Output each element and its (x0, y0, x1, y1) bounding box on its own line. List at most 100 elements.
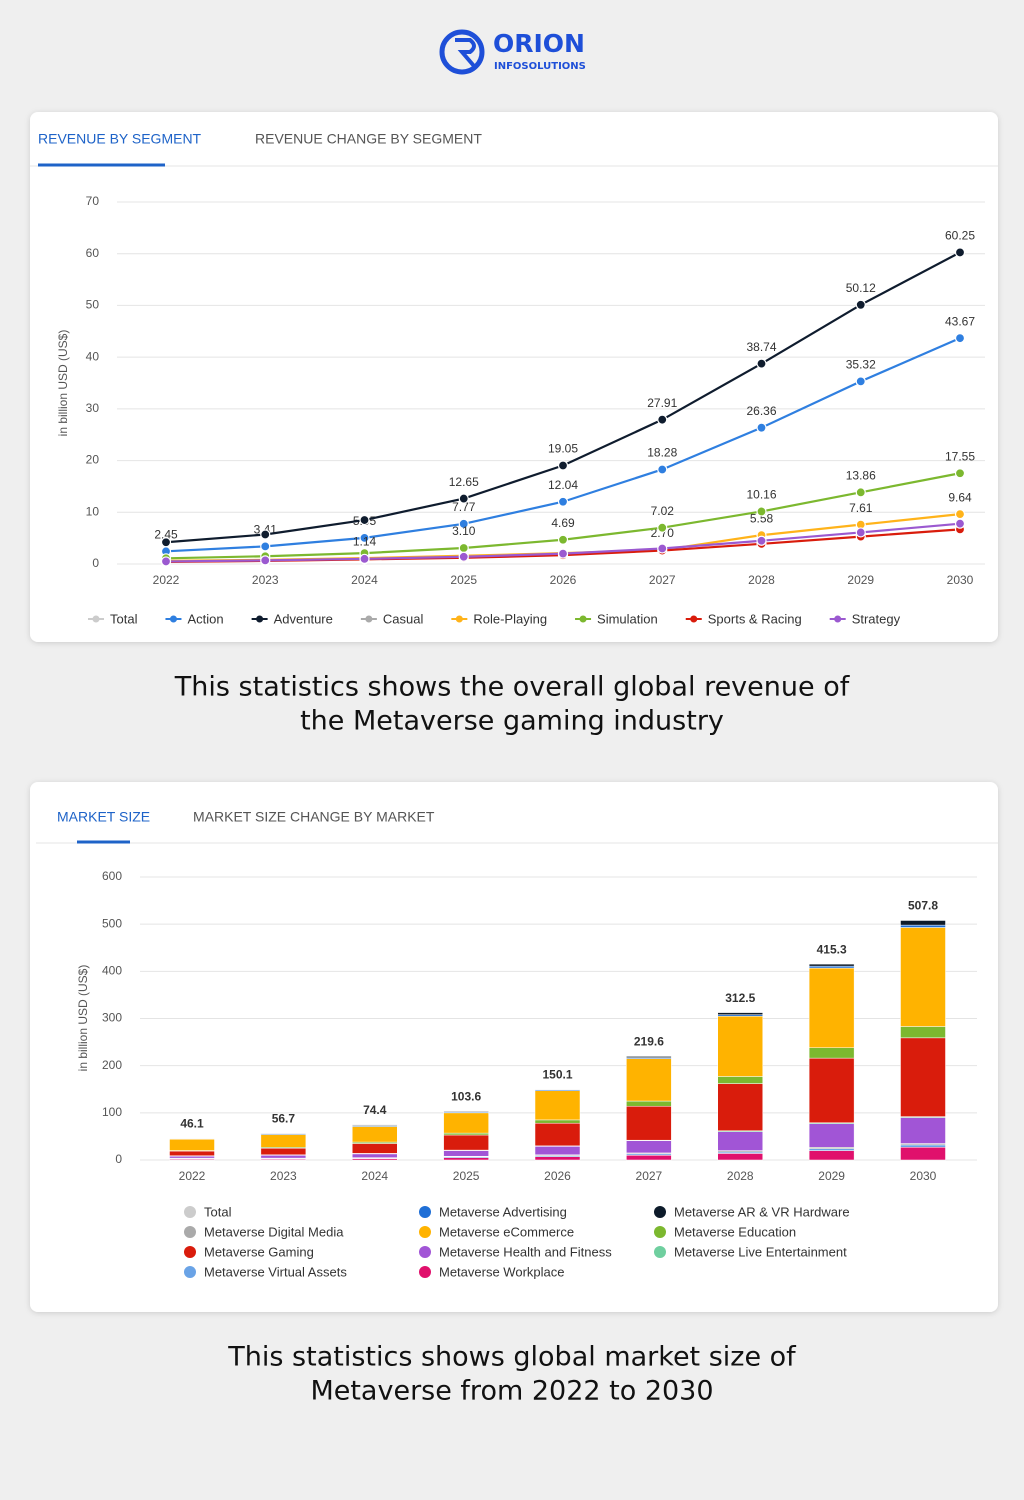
legend-item[interactable]: Total (110, 611, 138, 626)
bar-segment (443, 1132, 489, 1136)
total-label: 103.6 (451, 1089, 481, 1103)
bar-segment (169, 1155, 215, 1159)
legend-item[interactable]: Metaverse Gaming (204, 1244, 314, 1259)
data-label: 7.02 (651, 504, 675, 518)
legend-item[interactable]: Action (187, 611, 223, 626)
bar-segment (900, 1147, 946, 1161)
legend-item[interactable]: Metaverse Education (674, 1224, 796, 1239)
x-tick-label: 2023 (252, 573, 279, 587)
bar-segment (717, 1153, 763, 1161)
x-tick-label: 2024 (351, 573, 378, 587)
legend-item[interactable]: Metaverse Virtual Assets (204, 1264, 347, 1279)
tab[interactable]: MARKET SIZE (57, 809, 150, 825)
legend-item[interactable]: Strategy (852, 611, 901, 626)
point (557, 460, 569, 471)
y-tick-label: 40 (86, 349, 100, 363)
data-label: 38.74 (746, 340, 776, 354)
point (458, 542, 469, 554)
x-tick-label: 2029 (847, 573, 874, 587)
legend-item[interactable]: Simulation (597, 611, 658, 626)
bar-segment (352, 1153, 398, 1158)
point (954, 468, 966, 479)
legend-item[interactable]: Metaverse Advertising (439, 1204, 567, 1219)
data-label: 19.05 (548, 442, 578, 456)
data-label: 12.65 (449, 475, 479, 489)
legend-item[interactable]: Metaverse Digital Media (204, 1224, 344, 1239)
tab[interactable]: REVENUE BY SEGMENT (38, 131, 202, 147)
legend-item[interactable]: Metaverse eCommerce (439, 1224, 574, 1239)
bar-segment (717, 1015, 763, 1077)
x-tick-label: 2025 (450, 573, 477, 587)
bar-segment (352, 1124, 398, 1126)
point (458, 551, 469, 562)
total-label: 150.1 (542, 1067, 572, 1081)
y-tick-label: 300 (102, 1011, 122, 1025)
bar-segment (626, 1140, 672, 1154)
x-tick-label: 2022 (153, 573, 180, 587)
point (557, 496, 569, 507)
bar-segment (260, 1134, 307, 1148)
x-tick-label: 2030 (910, 1169, 937, 1183)
legend-marker (184, 1206, 196, 1218)
x-tick-label: 2028 (748, 573, 775, 587)
x-tick-label: 2026 (544, 1169, 571, 1183)
x-tick-label: 2028 (727, 1169, 754, 1183)
data-label: 18.28 (647, 446, 677, 460)
bar-segment (900, 920, 946, 926)
bar-segment (808, 1150, 855, 1161)
point (557, 548, 569, 559)
y-tick-label: 30 (86, 401, 100, 415)
legend-item[interactable]: Metaverse Health and Fitness (439, 1244, 612, 1259)
legend-item[interactable]: Metaverse AR & VR Hardware (674, 1204, 850, 1219)
legend-item[interactable]: Casual (383, 611, 424, 626)
bar-segment (260, 1147, 307, 1156)
legend-item[interactable]: Total (204, 1204, 232, 1219)
legend-item[interactable]: Adventure (274, 611, 333, 626)
legend-item[interactable]: Sports & Racing (708, 611, 802, 626)
data-label: 2.70 (651, 526, 675, 540)
point (160, 537, 172, 548)
tab[interactable]: MARKET SIZE CHANGE BY MARKET (193, 809, 435, 825)
data-label: 4.69 (551, 516, 575, 530)
x-tick-label: 2027 (649, 573, 676, 587)
legend-item[interactable]: Metaverse Workplace (439, 1264, 564, 1279)
bar-segment (169, 1138, 215, 1140)
point (657, 414, 668, 425)
bar-segment (534, 1119, 581, 1124)
data-label: 3.10 (452, 524, 476, 538)
bar-segment (808, 967, 855, 1048)
bar-segment (534, 1090, 581, 1121)
point (756, 422, 767, 433)
data-label: 1.14 (353, 534, 377, 548)
point (458, 518, 469, 529)
point (954, 247, 966, 258)
x-tick-label: 2025 (453, 1169, 480, 1183)
point (954, 518, 966, 529)
legend-marker (169, 615, 177, 623)
data-label: 5.58 (750, 511, 774, 525)
point (260, 555, 271, 566)
tab[interactable]: REVENUE CHANGE BY SEGMENT (255, 131, 482, 147)
point (657, 522, 668, 533)
legend-marker (690, 615, 698, 623)
legend-item[interactable]: Metaverse Live Entertainment (674, 1244, 847, 1259)
legend-marker (654, 1206, 666, 1218)
x-tick-label: 2027 (636, 1169, 663, 1183)
bar-segment (900, 1117, 946, 1144)
legend-marker (419, 1206, 431, 1218)
legend-item[interactable]: Role-Playing (473, 611, 547, 626)
legend-marker (92, 615, 100, 623)
y-tick-label: 500 (102, 916, 122, 930)
bar-segment (534, 1156, 581, 1161)
total-label: 219.6 (634, 1035, 664, 1049)
y-tick-label: 600 (102, 869, 122, 883)
point (855, 527, 866, 538)
data-label: 26.36 (746, 404, 776, 418)
y-tick-label: 400 (102, 964, 122, 978)
legend-marker (654, 1226, 666, 1238)
y-axis-label: in billion USD (US$) (76, 965, 90, 1072)
bar-segment (534, 1146, 581, 1156)
y-tick-label: 200 (102, 1058, 122, 1072)
data-label: 43.67 (945, 314, 975, 328)
